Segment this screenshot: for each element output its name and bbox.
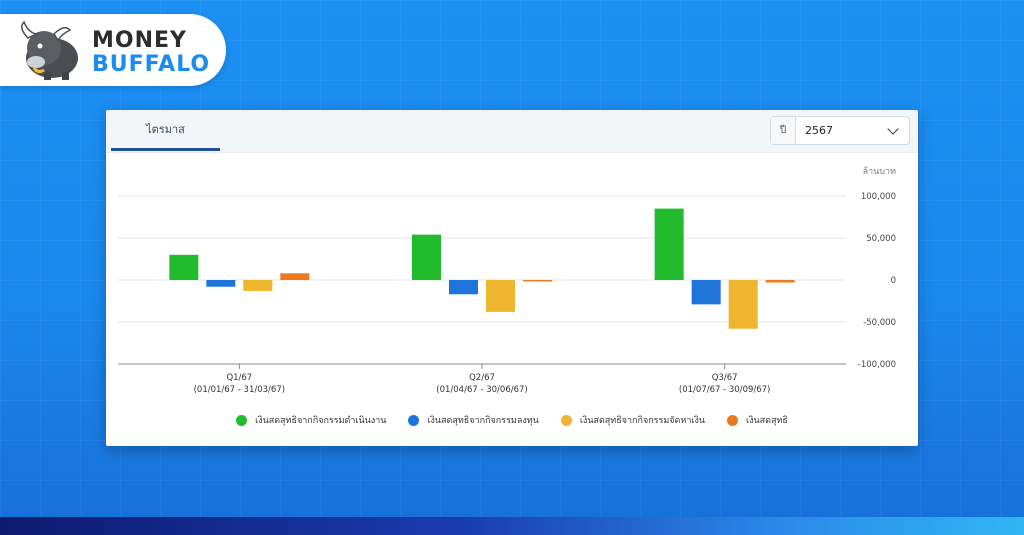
bar xyxy=(654,208,684,280)
legend-item[interactable]: เงินสดสุทธิจากกิจกรรมจัดหาเงิน xyxy=(560,413,705,427)
card-header: ไตรมาส ปี 2567 xyxy=(106,110,918,153)
x-tick-sublabel: (01/04/67 - 30/06/67) xyxy=(436,385,527,395)
brand-logo[interactable]: MONEY BUFFALO xyxy=(0,14,226,86)
year-select[interactable]: ปี 2567 xyxy=(770,116,910,145)
x-tick-label: Q2/67 xyxy=(469,373,495,383)
legend-item[interactable]: เงินสดสุทธิ xyxy=(727,413,788,427)
legend-swatch xyxy=(236,414,248,426)
chart-legend: เงินสดสุทธิจากกิจกรรมดำเนินงาน เงินสดสุทธ… xyxy=(106,408,918,432)
y-tick-label: -50,000 xyxy=(863,318,896,328)
bar xyxy=(206,280,236,287)
bar xyxy=(728,280,758,329)
chevron-down-icon xyxy=(887,123,899,135)
x-tick-label: Q1/67 xyxy=(226,373,252,383)
bar xyxy=(243,280,273,291)
year-prefix-label: ปี xyxy=(771,117,796,144)
bar xyxy=(169,254,199,280)
legend-label: เงินสดสุทธิจากกิจกรรมจัดหาเงิน xyxy=(579,416,705,426)
bar xyxy=(523,280,552,282)
cashflow-bar-chart: ล้านบาท 100,000 50,000 0 -50,000 -100,000 Q1/6… xyxy=(118,166,896,395)
legend-label: เงินสดสุทธิจากกิจกรรมลงทุน xyxy=(427,416,539,426)
legend-swatch xyxy=(408,414,420,426)
legend-label: เงินสดสุทธิจากกิจกรรมดำเนินงาน xyxy=(255,416,387,426)
legend-swatch xyxy=(560,414,572,426)
y-tick-label: -100,000 xyxy=(858,360,896,370)
bar xyxy=(486,280,515,312)
x-tick-sublabel: (01/07/67 - 30/09/67) xyxy=(679,385,770,395)
bar xyxy=(691,280,721,305)
legend-label: เงินสดสุทธิ xyxy=(746,416,788,426)
bar xyxy=(449,280,478,295)
x-tick-label: Q3/67 xyxy=(712,373,738,383)
year-value: 2567 xyxy=(805,124,833,137)
y-tick-label: 100,000 xyxy=(861,192,896,202)
tab-quarterly[interactable]: ไตรมาส xyxy=(111,110,220,151)
brand-name-line1: MONEY xyxy=(92,28,187,53)
bottom-accent-bar xyxy=(0,517,1024,535)
y-tick-label: 50,000 xyxy=(866,234,896,244)
bar xyxy=(765,280,795,283)
legend-item[interactable]: เงินสดสุทธิจากกิจกรรมดำเนินงาน xyxy=(236,413,386,427)
bar xyxy=(412,234,441,280)
legend-item[interactable]: เงินสดสุทธิจากกิจกรรมลงทุน xyxy=(408,413,539,427)
y-tick-label: 0 xyxy=(891,276,896,286)
legend-swatch xyxy=(727,414,738,426)
x-tick-sublabel: (01/01/67 - 31/03/67) xyxy=(194,385,285,395)
bar xyxy=(280,273,310,280)
brand-name-line2: BUFFALO xyxy=(92,52,211,77)
cashflow-card: ไตรมาส ปี 2567 ล้านบาท 100,000 50,000 0 -50,… xyxy=(106,110,918,446)
y-unit-label: ล้านบาท xyxy=(863,166,896,177)
buffalo-logo-icon xyxy=(21,20,78,80)
